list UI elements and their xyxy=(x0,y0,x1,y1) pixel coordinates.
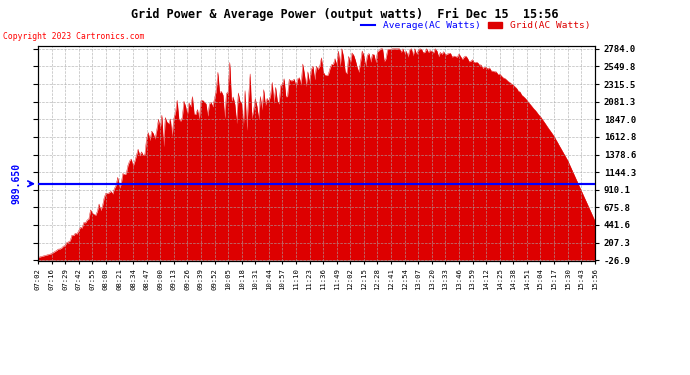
Text: 989.650: 989.650 xyxy=(11,163,21,204)
Text: Copyright 2023 Cartronics.com: Copyright 2023 Cartronics.com xyxy=(3,32,145,41)
Text: Grid Power & Average Power (output watts)  Fri Dec 15  15:56: Grid Power & Average Power (output watts… xyxy=(131,8,559,21)
Legend: Average(AC Watts), Grid(AC Watts): Average(AC Watts), Grid(AC Watts) xyxy=(361,21,590,30)
